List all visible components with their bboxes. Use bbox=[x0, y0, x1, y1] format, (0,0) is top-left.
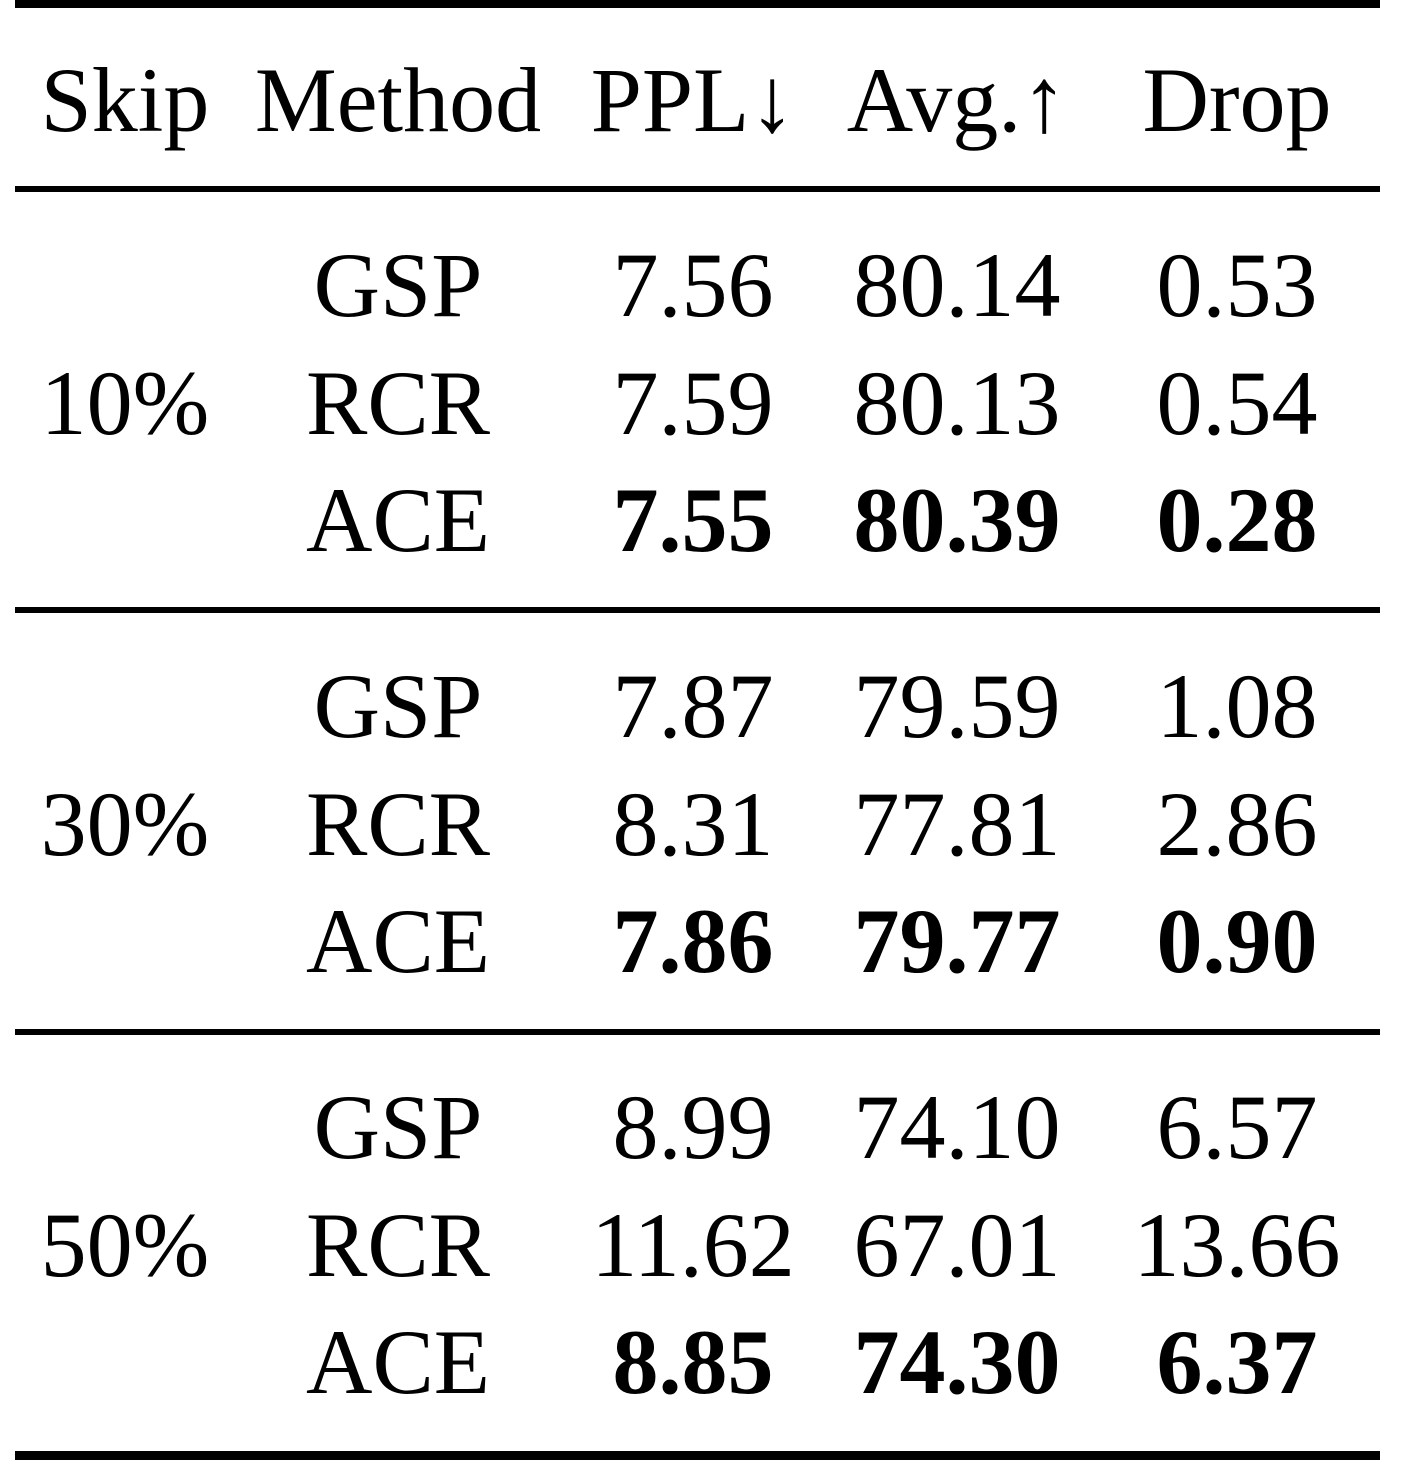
value-cell: 13.66 bbox=[1133, 1193, 1341, 1296]
value-cell: 80.14 bbox=[853, 234, 1061, 336]
header-cell: Skip bbox=[40, 49, 210, 151]
value-cell: 0.28 bbox=[1156, 469, 1318, 571]
header-cell: Method bbox=[254, 49, 542, 151]
method-cell: ACE bbox=[306, 1311, 490, 1413]
skip-label: 30% bbox=[40, 772, 210, 875]
value-cell: 67.01 bbox=[853, 1193, 1061, 1296]
value-cell: 0.53 bbox=[1156, 234, 1318, 336]
value-cell: 0.54 bbox=[1156, 351, 1318, 454]
value-cell: 6.37 bbox=[1156, 1311, 1318, 1413]
value-cell: 8.85 bbox=[612, 1311, 774, 1413]
value-cell: 7.59 bbox=[612, 351, 774, 454]
value-cell: 7.86 bbox=[612, 890, 774, 992]
top-rule bbox=[15, 0, 1380, 8]
method-cell: GSP bbox=[313, 1076, 483, 1178]
value-cell: 6.57 bbox=[1156, 1076, 1318, 1178]
header-rule bbox=[15, 186, 1380, 192]
value-cell: 8.31 bbox=[612, 772, 774, 875]
value-cell: 7.55 bbox=[612, 469, 774, 571]
value-cell: 74.10 bbox=[853, 1076, 1061, 1178]
skip-label: 10% bbox=[40, 351, 210, 454]
group-rule bbox=[15, 607, 1380, 613]
method-cell: ACE bbox=[306, 469, 490, 571]
group-rule bbox=[15, 1029, 1380, 1035]
value-cell: 1.08 bbox=[1156, 655, 1318, 757]
value-cell: 79.77 bbox=[853, 890, 1061, 992]
value-cell: 7.87 bbox=[612, 655, 774, 757]
method-cell: ACE bbox=[306, 890, 490, 992]
header-cell: Drop bbox=[1142, 49, 1332, 151]
value-cell: 2.86 bbox=[1156, 772, 1318, 875]
value-cell: 11.62 bbox=[591, 1193, 795, 1296]
value-cell: 77.81 bbox=[853, 772, 1061, 875]
method-cell: GSP bbox=[313, 234, 483, 336]
header-cell: Avg.↑ bbox=[846, 49, 1068, 151]
method-cell: GSP bbox=[313, 655, 483, 757]
value-cell: 0.90 bbox=[1156, 890, 1318, 992]
header-cell: PPL↓ bbox=[590, 49, 796, 151]
value-cell: 74.30 bbox=[853, 1311, 1061, 1413]
method-cell: RCR bbox=[305, 772, 491, 875]
method-cell: RCR bbox=[305, 351, 491, 454]
value-cell: 8.99 bbox=[612, 1076, 774, 1178]
value-cell: 7.56 bbox=[612, 234, 774, 336]
value-cell: 80.13 bbox=[853, 351, 1061, 454]
value-cell: 80.39 bbox=[853, 469, 1061, 571]
method-cell: RCR bbox=[305, 1193, 491, 1296]
bottom-rule bbox=[15, 1451, 1380, 1460]
skip-label: 50% bbox=[40, 1193, 210, 1296]
value-cell: 79.59 bbox=[853, 655, 1061, 757]
